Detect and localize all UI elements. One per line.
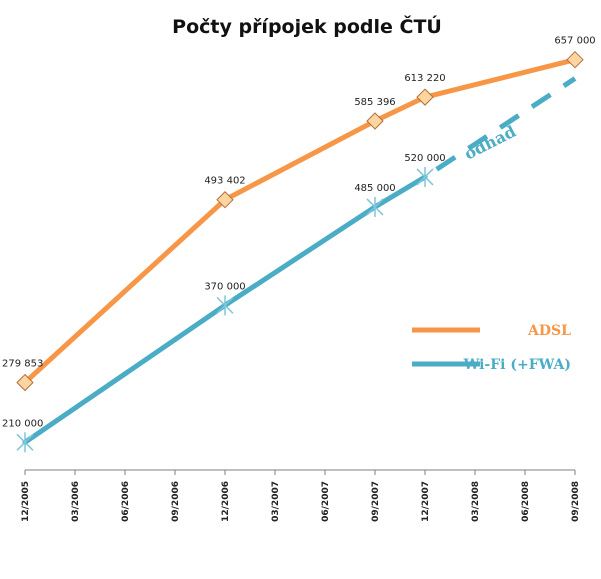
wi-fi-fwa-marker xyxy=(366,196,384,217)
series-markers xyxy=(16,50,584,453)
x-tick-label: 12/2007 xyxy=(421,481,431,522)
estimate-lines xyxy=(423,76,577,180)
wi-fi-fwa-data-label: 520 000 xyxy=(404,153,445,164)
adsl-legend-label: ADSL xyxy=(527,323,571,339)
estimate-annotation: odhad xyxy=(461,122,519,164)
series-lines xyxy=(22,57,578,445)
wi-fi-fwa-data-label: 370 000 xyxy=(204,281,245,292)
adsl-data-label: 613 220 xyxy=(404,73,445,84)
adsl-data-label: 657 000 xyxy=(554,36,595,47)
wi-fi-fwa-legend-label: Wi-Fi (+FWA) xyxy=(463,357,571,373)
wi-fi-fwa-marker xyxy=(416,166,434,187)
adsl-marker xyxy=(16,373,34,392)
adsl-marker xyxy=(216,191,234,209)
x-tick-label: 12/2005 xyxy=(21,481,31,522)
adsl-data-label: 279 853 xyxy=(2,359,43,370)
adsl-data-label: 585 396 xyxy=(354,97,395,108)
wi-fi-fwa-marker xyxy=(216,295,234,316)
wi-fi-fwa-data-label: 210 000 xyxy=(2,418,43,429)
wi-fi-fwa-data-label: 485 000 xyxy=(354,183,395,194)
wi-fi-fwa-marker xyxy=(16,432,34,453)
data-labels: 279 853 493 402 585 396 613 220 657 000 210 0… xyxy=(2,36,596,430)
x-tick-label: 06/2008 xyxy=(521,481,531,522)
x-axis-ticks: 12/2005 03/2006 06/2006 09/2006 12/2006 03/20… xyxy=(21,470,581,522)
legend: ADSL Wi-Fi (+FWA) xyxy=(412,323,571,373)
x-tick-label: 09/2006 xyxy=(171,481,181,522)
x-tick-label: 09/2008 xyxy=(571,481,581,522)
x-tick-label: 12/2006 xyxy=(221,481,231,522)
adsl-marker xyxy=(416,88,434,106)
chart-title: Počty přípojek podle ČTÚ xyxy=(172,14,442,38)
adsl-marker xyxy=(366,112,384,130)
adsl-line xyxy=(22,57,578,386)
adsl-marker xyxy=(566,50,584,69)
wi-fi-fwa-estimate-line xyxy=(423,76,577,180)
x-tick-label: 06/2007 xyxy=(321,481,331,522)
x-tick-label: 03/2006 xyxy=(71,481,81,522)
adsl-data-label: 493 402 xyxy=(204,176,245,187)
x-tick-label: 03/2007 xyxy=(271,481,281,522)
x-tick-label: 09/2007 xyxy=(371,481,381,522)
x-tick-label: 06/2006 xyxy=(121,481,131,522)
wi-fi-fwa-line xyxy=(22,174,428,445)
x-tick-label: 03/2008 xyxy=(471,481,481,522)
